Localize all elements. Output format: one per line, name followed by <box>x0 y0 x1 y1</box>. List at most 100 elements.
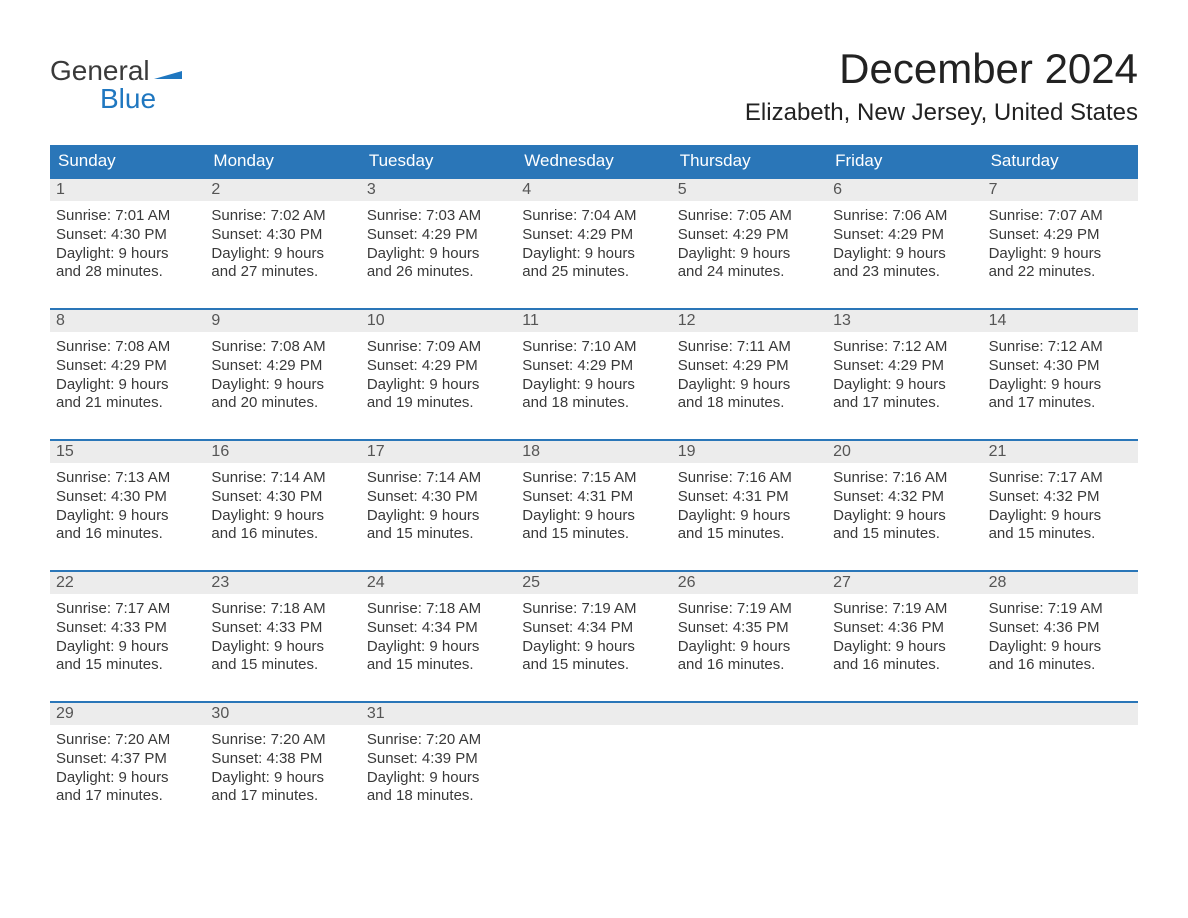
weeks-container: 1234567Sunrise: 7:01 AMSunset: 4:30 PMDa… <box>50 177 1138 816</box>
day-cell <box>827 725 982 816</box>
sunrise-text: Sunrise: 7:19 AM <box>678 600 821 619</box>
sunset-text: Sunset: 4:29 PM <box>211 357 354 376</box>
day-cell <box>516 725 671 816</box>
day-cell: Sunrise: 7:20 AMSunset: 4:37 PMDaylight:… <box>50 725 205 816</box>
daylight-text: Daylight: 9 hours <box>56 638 199 657</box>
daylight-text: Daylight: 9 hours <box>989 376 1132 395</box>
daylight-text: and 15 minutes. <box>211 656 354 675</box>
sunrise-text: Sunrise: 7:18 AM <box>367 600 510 619</box>
daylight-text: Daylight: 9 hours <box>522 507 665 526</box>
daylight-text: and 15 minutes. <box>989 525 1132 544</box>
sunset-text: Sunset: 4:30 PM <box>56 488 199 507</box>
daylight-text: and 15 minutes. <box>367 525 510 544</box>
day-cell: Sunrise: 7:20 AMSunset: 4:38 PMDaylight:… <box>205 725 360 816</box>
day-number: 15 <box>50 441 205 463</box>
daylight-text: Daylight: 9 hours <box>367 245 510 264</box>
daylight-text: Daylight: 9 hours <box>522 245 665 264</box>
day-cell: Sunrise: 7:04 AMSunset: 4:29 PMDaylight:… <box>516 201 671 292</box>
daylight-text: Daylight: 9 hours <box>56 507 199 526</box>
sunrise-text: Sunrise: 7:19 AM <box>833 600 976 619</box>
sunset-text: Sunset: 4:34 PM <box>522 619 665 638</box>
day-number: 4 <box>516 179 671 201</box>
day-cell: Sunrise: 7:16 AMSunset: 4:31 PMDaylight:… <box>672 463 827 554</box>
daylight-text: Daylight: 9 hours <box>833 245 976 264</box>
sunset-text: Sunset: 4:31 PM <box>678 488 821 507</box>
daylight-text: and 23 minutes. <box>833 263 976 282</box>
daylight-text: and 26 minutes. <box>367 263 510 282</box>
day-cell: Sunrise: 7:11 AMSunset: 4:29 PMDaylight:… <box>672 332 827 423</box>
daylight-text: Daylight: 9 hours <box>989 245 1132 264</box>
day-number: 18 <box>516 441 671 463</box>
sunset-text: Sunset: 4:29 PM <box>56 357 199 376</box>
sunset-text: Sunset: 4:33 PM <box>211 619 354 638</box>
day-number <box>983 703 1138 725</box>
sunrise-text: Sunrise: 7:20 AM <box>367 731 510 750</box>
day-number: 9 <box>205 310 360 332</box>
day-cell: Sunrise: 7:09 AMSunset: 4:29 PMDaylight:… <box>361 332 516 423</box>
sunset-text: Sunset: 4:29 PM <box>367 226 510 245</box>
daylight-text: Daylight: 9 hours <box>211 376 354 395</box>
day-cell: Sunrise: 7:15 AMSunset: 4:31 PMDaylight:… <box>516 463 671 554</box>
logo: General Blue <box>50 45 182 115</box>
sunrise-text: Sunrise: 7:18 AM <box>211 600 354 619</box>
day-cell: Sunrise: 7:18 AMSunset: 4:33 PMDaylight:… <box>205 594 360 685</box>
sunrise-text: Sunrise: 7:11 AM <box>678 338 821 357</box>
day-cell: Sunrise: 7:19 AMSunset: 4:35 PMDaylight:… <box>672 594 827 685</box>
daylight-text: and 16 minutes. <box>833 656 976 675</box>
day-cell: Sunrise: 7:19 AMSunset: 4:36 PMDaylight:… <box>983 594 1138 685</box>
sunset-text: Sunset: 4:29 PM <box>833 226 976 245</box>
sunset-text: Sunset: 4:38 PM <box>211 750 354 769</box>
weekday-header: Friday <box>827 145 982 177</box>
day-number: 8 <box>50 310 205 332</box>
daylight-text: and 15 minutes. <box>56 656 199 675</box>
day-cell: Sunrise: 7:03 AMSunset: 4:29 PMDaylight:… <box>361 201 516 292</box>
daylight-text: Daylight: 9 hours <box>367 376 510 395</box>
day-number: 21 <box>983 441 1138 463</box>
location: Elizabeth, New Jersey, United States <box>745 99 1138 127</box>
daylight-text: Daylight: 9 hours <box>833 638 976 657</box>
day-cell: Sunrise: 7:19 AMSunset: 4:34 PMDaylight:… <box>516 594 671 685</box>
day-number: 24 <box>361 572 516 594</box>
daylight-text: and 16 minutes. <box>989 656 1132 675</box>
sunset-text: Sunset: 4:34 PM <box>367 619 510 638</box>
daylight-text: and 28 minutes. <box>56 263 199 282</box>
daylight-text: and 15 minutes. <box>678 525 821 544</box>
day-number-bar: 293031 <box>50 701 1138 725</box>
sunrise-text: Sunrise: 7:08 AM <box>56 338 199 357</box>
sunrise-text: Sunrise: 7:10 AM <box>522 338 665 357</box>
sunset-text: Sunset: 4:29 PM <box>367 357 510 376</box>
daylight-text: and 16 minutes. <box>678 656 821 675</box>
daylight-text: Daylight: 9 hours <box>833 507 976 526</box>
day-number: 17 <box>361 441 516 463</box>
daylight-text: and 19 minutes. <box>367 394 510 413</box>
sunrise-text: Sunrise: 7:08 AM <box>211 338 354 357</box>
topbar: General Blue December 2024 Elizabeth, Ne… <box>50 45 1138 127</box>
daylight-text: and 21 minutes. <box>56 394 199 413</box>
day-cell: Sunrise: 7:12 AMSunset: 4:29 PMDaylight:… <box>827 332 982 423</box>
weekday-header: Tuesday <box>361 145 516 177</box>
flag-icon <box>154 63 182 79</box>
sunset-text: Sunset: 4:30 PM <box>211 488 354 507</box>
day-cell <box>672 725 827 816</box>
daylight-text: and 27 minutes. <box>211 263 354 282</box>
daylight-text: and 18 minutes. <box>678 394 821 413</box>
day-cell: Sunrise: 7:08 AMSunset: 4:29 PMDaylight:… <box>50 332 205 423</box>
sunset-text: Sunset: 4:30 PM <box>211 226 354 245</box>
daylight-text: Daylight: 9 hours <box>211 245 354 264</box>
sunset-text: Sunset: 4:29 PM <box>833 357 976 376</box>
day-cell: Sunrise: 7:17 AMSunset: 4:32 PMDaylight:… <box>983 463 1138 554</box>
week-row: 15161718192021Sunrise: 7:13 AMSunset: 4:… <box>50 439 1138 554</box>
day-number-bar: 15161718192021 <box>50 439 1138 463</box>
day-cell <box>983 725 1138 816</box>
day-cell: Sunrise: 7:07 AMSunset: 4:29 PMDaylight:… <box>983 201 1138 292</box>
calendar: Sunday Monday Tuesday Wednesday Thursday… <box>50 145 1138 816</box>
sunrise-text: Sunrise: 7:20 AM <box>211 731 354 750</box>
daylight-text: Daylight: 9 hours <box>678 507 821 526</box>
daylight-text: Daylight: 9 hours <box>56 245 199 264</box>
sunrise-text: Sunrise: 7:14 AM <box>367 469 510 488</box>
day-cell: Sunrise: 7:05 AMSunset: 4:29 PMDaylight:… <box>672 201 827 292</box>
daylight-text: Daylight: 9 hours <box>367 769 510 788</box>
day-number: 22 <box>50 572 205 594</box>
day-number: 28 <box>983 572 1138 594</box>
daylight-text: Daylight: 9 hours <box>211 507 354 526</box>
